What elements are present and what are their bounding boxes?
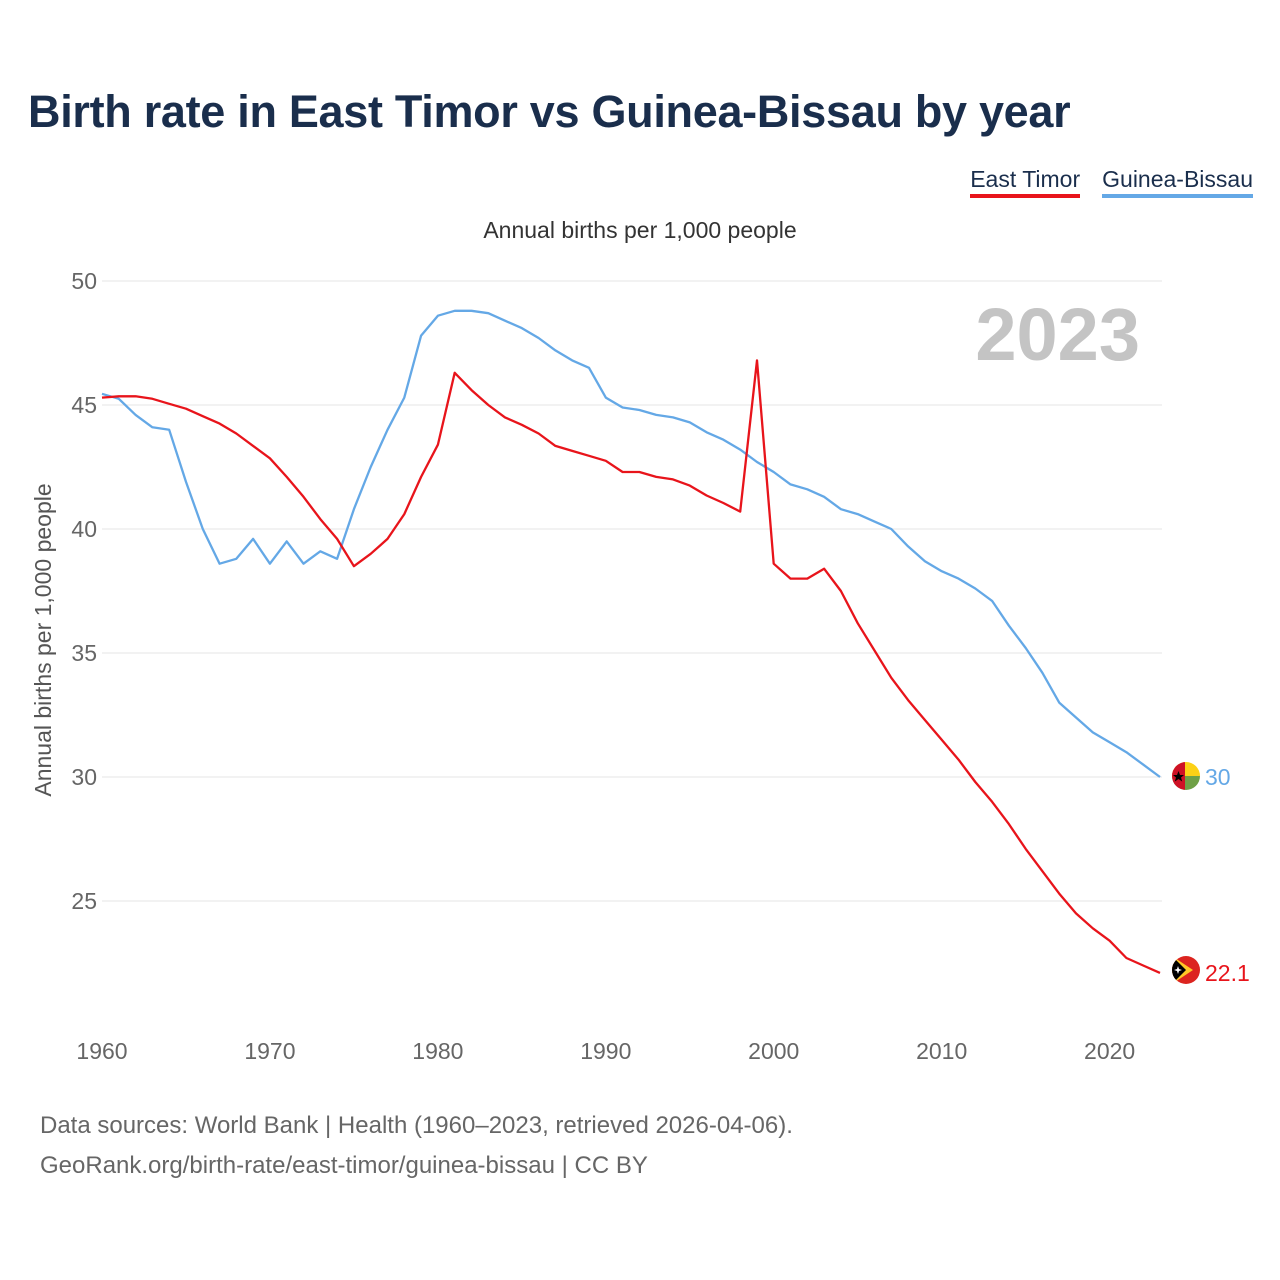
legend-east-timor[interactable]: East Timor [970, 166, 1081, 198]
y-axis-label: Annual births per 1,000 people [30, 483, 56, 796]
footer-source: Data sources: World Bank | Health (1960–… [40, 1112, 793, 1139]
footer: Data sources: World Bank | Health (1960–… [40, 1106, 793, 1186]
y-tick-label-45: 45 [71, 392, 97, 418]
y-tick-label-50: 50 [71, 268, 97, 294]
guinea-bissau-flag-icon [1172, 762, 1200, 790]
x-axis-ticks: 1960 1970 1980 1990 2000 2010 2020 [76, 1038, 1135, 1064]
series-line-east-timor [101, 359, 1161, 974]
series-line-guinea-bissau [101, 309, 1161, 778]
gridlines [102, 280, 1162, 902]
x-tick-label-2010: 2010 [916, 1038, 967, 1064]
x-tick-label-2000: 2000 [748, 1038, 799, 1064]
x-tick-label-1990: 1990 [580, 1038, 631, 1064]
legend: East Timor Guinea-Bissau [970, 166, 1253, 198]
end-label-east-timor: 22.1 [1205, 960, 1250, 986]
chart-title: Birth rate in East Timor vs Guinea-Bissa… [28, 86, 1071, 137]
east-timor-flag-icon [1172, 956, 1200, 984]
end-labels: 22.1 30 [1205, 764, 1250, 986]
legend-guinea-bissau[interactable]: Guinea-Bissau [1102, 166, 1253, 198]
x-tick-label-2020: 2020 [1084, 1038, 1135, 1064]
y-axis-ticks: 25 30 35 40 45 50 [71, 268, 97, 914]
x-tick-label-1960: 1960 [76, 1038, 127, 1064]
footer-link[interactable]: GeoRank.org/birth-rate/east-timor/guinea… [40, 1152, 648, 1179]
x-tick-label-1970: 1970 [244, 1038, 295, 1064]
y-tick-label-35: 35 [71, 640, 97, 666]
chart-subtitle: Annual births per 1,000 people [483, 217, 797, 243]
series-lines [101, 309, 1161, 974]
end-label-guinea-bissau: 30 [1205, 764, 1231, 790]
x-tick-label-1980: 1980 [412, 1038, 463, 1064]
year-watermark: 2023 [975, 293, 1140, 376]
y-tick-label-25: 25 [71, 888, 97, 914]
y-tick-label-30: 30 [71, 764, 97, 790]
y-tick-label-40: 40 [71, 516, 97, 542]
